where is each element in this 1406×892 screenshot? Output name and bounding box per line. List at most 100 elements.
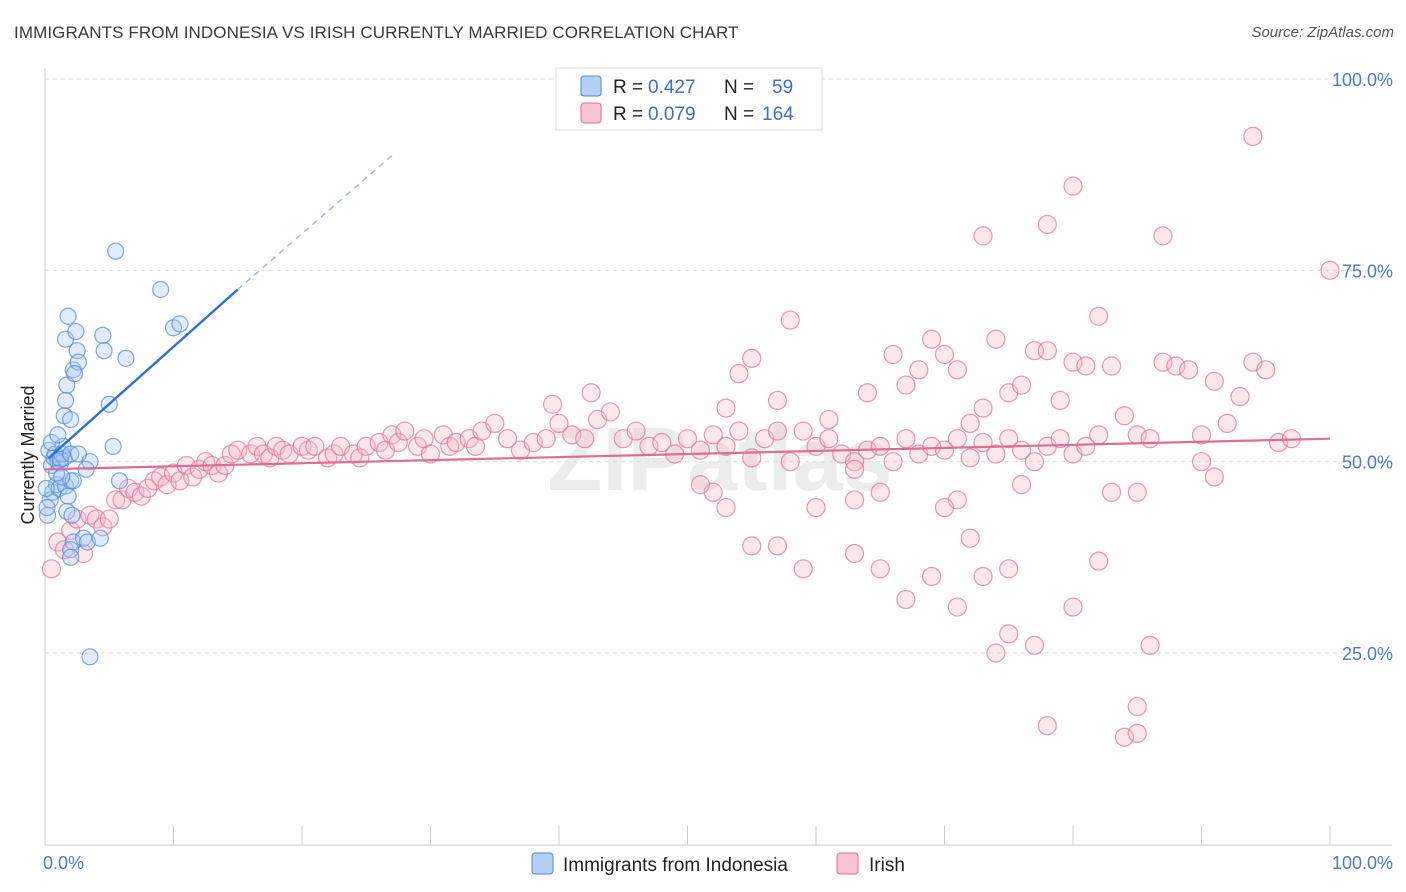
point-irish [986,329,1006,349]
point-irish [542,394,563,414]
point-indonesia [81,648,99,666]
point-irish [960,528,980,548]
trend-line-indonesia [48,288,239,459]
legend-n-label: N = [724,77,754,98]
point-irish [909,360,929,380]
point-irish [716,436,736,456]
point-irish [742,536,762,556]
point-irish [690,475,710,495]
point-irish [1050,390,1070,411]
bottom-legend-label-indonesia: Immigrants from Indonesia [563,855,788,876]
point-indonesia [63,506,81,524]
series-legend: Immigrants from Indonesia Irish [531,852,905,876]
point-irish [523,432,543,453]
point-indonesia [59,307,77,325]
point-indonesia [91,529,109,547]
correlation-legend: R = 0.427 N = 59 R = 0.079 N = 164 [555,67,823,131]
point-irish [446,432,466,453]
point-irish [1153,226,1173,246]
point-irish [1179,360,1199,380]
legend-swatch-irish [580,102,602,124]
point-irish [767,536,788,556]
point-irish [1076,356,1096,376]
point-irish [1076,436,1096,456]
bottom-legend-swatch-indonesia [531,852,554,875]
bottom-legend-label-irish: Irish [869,855,905,876]
point-irish [106,490,126,510]
point-irish [485,413,505,433]
point-irish [41,559,62,579]
point-irish [1243,126,1263,146]
point-indonesia [49,426,67,444]
point-irish [1050,429,1070,449]
point-irish [1230,387,1250,407]
point-irish [1204,467,1224,487]
point-indonesia [59,487,77,505]
point-indonesia [110,472,129,490]
point-irish [1024,635,1045,655]
axes [44,68,1392,846]
point-irish [157,475,177,495]
point-irish [896,429,916,449]
point-irish [1204,371,1224,391]
point-indonesia [94,326,112,344]
point-irish [138,478,158,499]
point-irish [806,497,826,518]
point-irish [857,383,878,403]
point-irish [1127,723,1147,743]
point-irish [247,436,267,456]
y-tick-label: 25.0% [1342,644,1393,664]
point-indonesia [65,365,84,383]
legend-r-value: 0.079 [648,104,696,125]
point-irish [1101,356,1122,376]
point-irish [420,444,441,464]
point-irish [183,467,203,487]
point-irish [1320,260,1340,280]
point-irish [780,452,800,472]
legend-r-label: R = [613,104,643,125]
point-irish [1191,452,1212,472]
trend-line-indonesia-extension [237,155,393,290]
point-irish [1256,360,1276,380]
point-irish [131,486,151,506]
point-irish [960,413,980,433]
y-tick-label: 100.0% [1332,70,1393,90]
point-irish [883,452,903,472]
point-irish [947,597,967,617]
point-irish [819,409,839,430]
point-irish [1089,306,1109,326]
legend-r-value: 0.427 [648,77,696,98]
point-irish [1063,352,1083,372]
point-irish [922,329,942,349]
point-irish [973,226,993,246]
bottom-legend-swatch-irish [836,852,859,875]
point-irish [652,432,672,453]
point-indonesia [104,437,122,455]
point-irish [1063,176,1083,196]
point-irish [742,348,762,368]
point-irish [999,429,1019,449]
point-irish [999,559,1019,579]
point-irish [729,421,749,441]
point-irish [536,429,556,449]
point-irish [1089,425,1109,445]
point-irish [947,429,967,449]
point-indonesia [69,445,88,463]
point-irish [896,375,916,395]
point-irish [870,482,890,502]
point-irish [1011,475,1032,495]
point-irish [793,559,813,579]
point-irish [780,310,800,330]
point-irish [575,429,595,449]
point-irish [716,497,736,518]
legend-n-value: 164 [762,104,794,125]
point-irish [819,429,839,449]
scatter-points [37,126,1340,747]
point-indonesia [62,410,80,429]
chart-title: IMMIGRANTS FROM INDONESIA VS IRISH CURRE… [14,23,739,42]
source-label: Source: ZipAtlas.com [1251,24,1394,41]
point-irish [729,364,749,384]
point-irish [934,344,955,365]
point-irish [973,398,993,418]
